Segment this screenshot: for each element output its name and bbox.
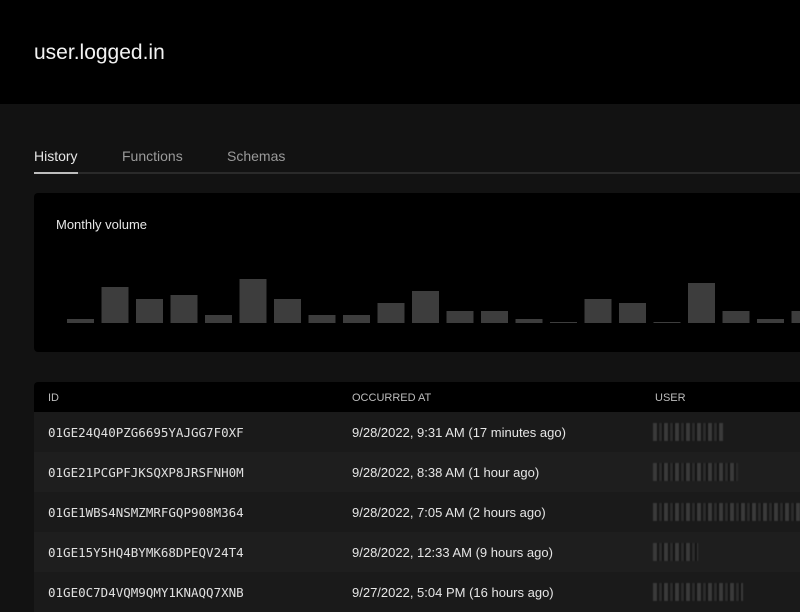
column-header-occurred-at: OCCURRED AT: [352, 392, 431, 404]
chart-bar: [378, 303, 405, 323]
chart-bar: [67, 319, 94, 323]
table-row[interactable]: 01GE0C7D4VQM9QMY1KNAQQ7XNB 9/27/2022, 5:…: [34, 572, 800, 612]
chart-bar: [792, 311, 800, 323]
chart-bar: [136, 299, 163, 323]
redacted-user: [653, 503, 800, 521]
chart-bar: [585, 299, 612, 323]
chart-bar: [550, 322, 577, 323]
tab-functions[interactable]: Functions: [122, 148, 183, 172]
redacted-user: [653, 583, 743, 601]
chart-bar: [102, 287, 129, 323]
table-header: ID OCCURRED AT USER: [34, 382, 800, 412]
event-id[interactable]: 01GE21PCGPFJKSQXP8JRSFNH0M: [48, 465, 244, 480]
event-id[interactable]: 01GE0C7D4VQM9QMY1KNAQQ7XNB: [48, 585, 244, 600]
chart-bar: [619, 303, 646, 323]
chart-bar: [516, 319, 543, 323]
table-row[interactable]: 01GE15Y5HQ4BYMK68DPEQV24T4 9/28/2022, 12…: [34, 532, 800, 572]
monthly-volume-panel: Monthly volume: [34, 193, 800, 352]
occurred-at: 9/28/2022, 8:38 AM (1 hour ago): [352, 465, 539, 480]
page-header: user.logged.in: [0, 0, 800, 104]
table-row[interactable]: 01GE24Q40PZG6695YAJGG7F0XF 9/28/2022, 9:…: [34, 412, 800, 452]
chart-bar: [688, 283, 715, 323]
events-table: ID OCCURRED AT USER 01GE24Q40PZG6695YAJG…: [34, 382, 800, 612]
event-id[interactable]: 01GE24Q40PZG6695YAJGG7F0XF: [48, 425, 244, 440]
chart-bar: [274, 299, 301, 323]
tab-history[interactable]: History: [34, 148, 78, 174]
table-row[interactable]: 01GE1WBS4NSMZMRFGQP908M364 9/28/2022, 7:…: [34, 492, 800, 532]
occurred-at: 9/27/2022, 5:04 PM (16 hours ago): [352, 585, 554, 600]
column-header-user: USER: [655, 392, 686, 404]
redacted-user: [653, 543, 698, 561]
chart-bar: [240, 279, 267, 323]
redacted-user: [653, 423, 723, 441]
monthly-volume-chart: [34, 193, 800, 352]
redacted-user: [653, 463, 738, 481]
tab-schemas[interactable]: Schemas: [227, 148, 285, 172]
chart-bar: [205, 315, 232, 323]
chart-bar: [757, 319, 784, 323]
occurred-at: 9/28/2022, 12:33 AM (9 hours ago): [352, 545, 553, 560]
chart-bar: [447, 311, 474, 323]
chart-bar: [343, 315, 370, 323]
chart-bar: [654, 322, 681, 323]
occurred-at: 9/28/2022, 9:31 AM (17 minutes ago): [352, 425, 566, 440]
column-header-id: ID: [48, 392, 59, 404]
event-id[interactable]: 01GE1WBS4NSMZMRFGQP908M364: [48, 505, 244, 520]
table-row[interactable]: 01GE21PCGPFJKSQXP8JRSFNH0M 9/28/2022, 8:…: [34, 452, 800, 492]
occurred-at: 9/28/2022, 7:05 AM (2 hours ago): [352, 505, 546, 520]
chart-bar: [481, 311, 508, 323]
page-title: user.logged.in: [34, 41, 165, 65]
chart-bar: [412, 291, 439, 323]
chart-bar: [171, 295, 198, 323]
tab-bar: History Functions Schemas: [34, 146, 800, 174]
event-id[interactable]: 01GE15Y5HQ4BYMK68DPEQV24T4: [48, 545, 244, 560]
chart-bar: [309, 315, 336, 323]
chart-bar: [723, 311, 750, 323]
